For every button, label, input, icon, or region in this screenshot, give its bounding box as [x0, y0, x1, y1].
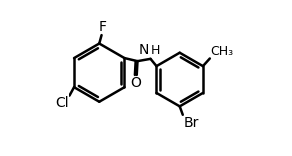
Text: N: N — [139, 43, 149, 57]
Text: Br: Br — [184, 116, 199, 129]
Text: CH₃: CH₃ — [211, 45, 234, 58]
Text: F: F — [98, 20, 106, 34]
Text: Cl: Cl — [55, 96, 69, 110]
Text: O: O — [131, 76, 141, 90]
Text: H: H — [151, 44, 160, 57]
